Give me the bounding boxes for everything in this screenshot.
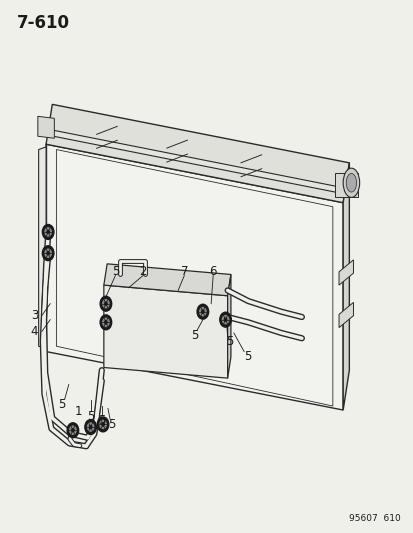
- Polygon shape: [104, 285, 227, 378]
- Polygon shape: [38, 116, 54, 138]
- Circle shape: [100, 296, 112, 311]
- Circle shape: [104, 321, 107, 324]
- Polygon shape: [46, 104, 349, 203]
- Text: 6: 6: [209, 265, 216, 278]
- Circle shape: [104, 302, 107, 305]
- Text: 5: 5: [87, 410, 94, 423]
- Circle shape: [71, 429, 74, 432]
- Text: 4: 4: [31, 325, 38, 338]
- Circle shape: [102, 300, 109, 308]
- Circle shape: [100, 315, 112, 330]
- Circle shape: [45, 249, 51, 257]
- Circle shape: [42, 246, 54, 261]
- Circle shape: [45, 228, 51, 236]
- Ellipse shape: [342, 168, 359, 197]
- Circle shape: [102, 423, 104, 426]
- Polygon shape: [38, 147, 46, 349]
- Circle shape: [222, 316, 228, 324]
- Text: 5: 5: [98, 414, 105, 427]
- Text: 5: 5: [108, 418, 116, 431]
- Text: 5: 5: [244, 350, 252, 364]
- Text: 5: 5: [225, 335, 233, 349]
- Circle shape: [47, 252, 49, 255]
- Polygon shape: [342, 163, 349, 410]
- Circle shape: [47, 230, 49, 233]
- Circle shape: [89, 425, 92, 429]
- Circle shape: [197, 304, 208, 319]
- Text: 5: 5: [112, 265, 119, 278]
- Circle shape: [42, 224, 54, 239]
- Ellipse shape: [345, 173, 356, 192]
- Text: 3: 3: [31, 309, 38, 322]
- Circle shape: [87, 423, 94, 431]
- Polygon shape: [334, 173, 357, 197]
- Polygon shape: [338, 260, 353, 285]
- Polygon shape: [338, 302, 353, 328]
- Polygon shape: [104, 264, 230, 296]
- Text: 7: 7: [180, 265, 188, 278]
- Circle shape: [67, 423, 78, 438]
- Circle shape: [219, 312, 231, 327]
- Circle shape: [100, 421, 106, 429]
- Text: 5: 5: [58, 398, 65, 411]
- Text: 2: 2: [139, 265, 147, 278]
- Text: 5: 5: [190, 329, 198, 342]
- Text: 7-610: 7-610: [17, 14, 70, 32]
- Text: 95607  610: 95607 610: [348, 514, 400, 523]
- Polygon shape: [227, 274, 230, 378]
- Circle shape: [97, 417, 109, 432]
- Circle shape: [201, 310, 204, 313]
- Circle shape: [199, 308, 206, 316]
- Polygon shape: [46, 144, 342, 410]
- Circle shape: [102, 318, 109, 326]
- Circle shape: [224, 318, 226, 321]
- Polygon shape: [50, 130, 344, 194]
- Circle shape: [69, 426, 76, 434]
- Circle shape: [85, 419, 96, 434]
- Text: 1: 1: [74, 405, 82, 417]
